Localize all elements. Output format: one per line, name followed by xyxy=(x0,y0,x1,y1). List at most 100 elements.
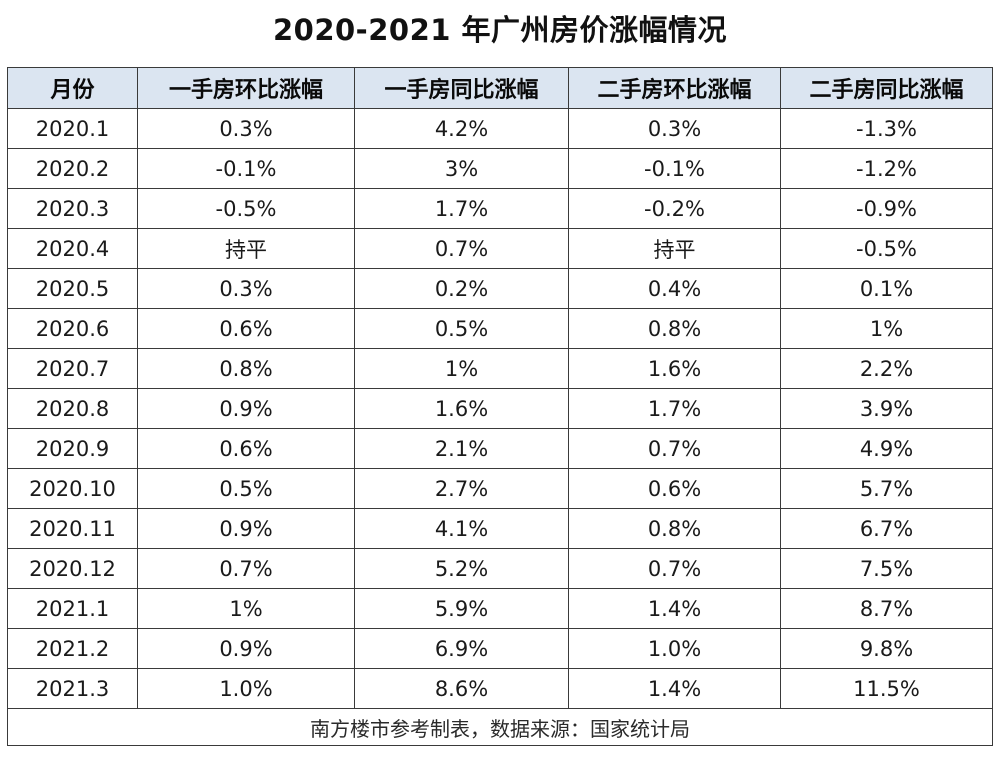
cell-month: 2020.12 xyxy=(7,548,138,589)
cell-month: 2020.11 xyxy=(7,508,138,549)
cell-new-home-mom: 0.5% xyxy=(137,468,355,509)
cell-new-home-yoy: 5.9% xyxy=(354,588,569,629)
cell-new-home-yoy: 8.6% xyxy=(354,668,569,709)
cell-new-home-yoy: 0.7% xyxy=(354,228,569,269)
column-header-month: 月份 xyxy=(7,67,138,109)
cell-resale-mom: 1.6% xyxy=(568,348,781,389)
cell-resale-mom: 0.8% xyxy=(568,508,781,549)
cell-new-home-mom: 0.7% xyxy=(137,548,355,589)
cell-resale-mom: 0.8% xyxy=(568,308,781,349)
cell-new-home-yoy: 5.2% xyxy=(354,548,569,589)
table-row: 2020.6 0.6% 0.5% 0.8% 1% xyxy=(7,308,993,349)
table-row: 2020.3 -0.5% 1.7% -0.2% -0.9% xyxy=(7,188,993,229)
table-row: 2021.2 0.9% 6.9% 1.0% 9.8% xyxy=(7,628,993,669)
table-row: 2021.1 1% 5.9% 1.4% 8.7% xyxy=(7,588,993,629)
cell-new-home-yoy: 6.9% xyxy=(354,628,569,669)
cell-resale-yoy: 7.5% xyxy=(780,548,993,589)
cell-new-home-mom: 1% xyxy=(137,588,355,629)
column-header-resale-mom: 二手房环比涨幅 xyxy=(568,67,781,109)
table-row: 2020.2 -0.1% 3% -0.1% -1.2% xyxy=(7,148,993,189)
cell-new-home-mom: 0.9% xyxy=(137,508,355,549)
source-note: 南方楼市参考制表，数据来源：国家统计局 xyxy=(7,708,993,746)
cell-resale-mom: 1.4% xyxy=(568,588,781,629)
cell-resale-mom: 0.7% xyxy=(568,428,781,469)
table-row: 2020.9 0.6% 2.1% 0.7% 4.9% xyxy=(7,428,993,469)
cell-month: 2020.6 xyxy=(7,308,138,349)
cell-new-home-mom: 0.3% xyxy=(137,108,355,149)
cell-new-home-mom: 0.6% xyxy=(137,428,355,469)
cell-month: 2020.10 xyxy=(7,468,138,509)
column-header-new-home-yoy: 一手房同比涨幅 xyxy=(354,67,569,109)
cell-new-home-mom: 0.6% xyxy=(137,308,355,349)
cell-resale-mom: -0.1% xyxy=(568,148,781,189)
cell-resale-yoy: 5.7% xyxy=(780,468,993,509)
table-body: 2020.1 0.3% 4.2% 0.3% -1.3% 2020.2 -0.1% 3% -0.1… xyxy=(7,108,993,709)
cell-resale-yoy: 8.7% xyxy=(780,588,993,629)
cell-resale-yoy: 4.9% xyxy=(780,428,993,469)
cell-new-home-yoy: 2.1% xyxy=(354,428,569,469)
cell-resale-yoy: -0.5% xyxy=(780,228,993,269)
cell-resale-yoy: 3.9% xyxy=(780,388,993,429)
cell-new-home-yoy: 0.2% xyxy=(354,268,569,309)
cell-new-home-mom: 0.9% xyxy=(137,388,355,429)
cell-resale-mom: 0.4% xyxy=(568,268,781,309)
column-header-new-home-mom: 一手房环比涨幅 xyxy=(137,67,355,109)
cell-month: 2020.5 xyxy=(7,268,138,309)
page-title: 2020-2021 年广州房价涨幅情况 xyxy=(272,13,728,47)
table-row: 2020.5 0.3% 0.2% 0.4% 0.1% xyxy=(7,268,993,309)
cell-new-home-yoy: 4.2% xyxy=(354,108,569,149)
table-row: 2020.10 0.5% 2.7% 0.6% 5.7% xyxy=(7,468,993,509)
cell-new-home-mom: -0.5% xyxy=(137,188,355,229)
cell-new-home-yoy: 3% xyxy=(354,148,569,189)
table-row: 2020.8 0.9% 1.6% 1.7% 3.9% xyxy=(7,388,993,429)
cell-month: 2021.1 xyxy=(7,588,138,629)
cell-resale-mom: 0.7% xyxy=(568,548,781,589)
cell-resale-mom: 0.3% xyxy=(568,108,781,149)
table-row: 2021.3 1.0% 8.6% 1.4% 11.5% xyxy=(7,668,993,709)
cell-new-home-mom: 0.9% xyxy=(137,628,355,669)
cell-new-home-mom: 0.3% xyxy=(137,268,355,309)
cell-resale-mom: 1.0% xyxy=(568,628,781,669)
cell-resale-mom: 1.7% xyxy=(568,388,781,429)
cell-resale-yoy: 0.1% xyxy=(780,268,993,309)
table-header-row: 月份 一手房环比涨幅 一手房同比涨幅 二手房环比涨幅 二手房同比涨幅 xyxy=(7,67,993,109)
cell-resale-mom: 持平 xyxy=(568,228,781,269)
cell-new-home-mom: 0.8% xyxy=(137,348,355,389)
footer-row: 南方楼市参考制表，数据来源：国家统计局 xyxy=(7,708,993,746)
cell-month: 2020.1 xyxy=(7,108,138,149)
cell-month: 2020.7 xyxy=(7,348,138,389)
cell-resale-mom: -0.2% xyxy=(568,188,781,229)
table-row: 2020.7 0.8% 1% 1.6% 2.2% xyxy=(7,348,993,389)
cell-resale-yoy: 1% xyxy=(780,308,993,349)
cell-resale-yoy: 2.2% xyxy=(780,348,993,389)
table-row: 2020.4 持平 0.7% 持平 -0.5% xyxy=(7,228,993,269)
table-row: 2020.1 0.3% 4.2% 0.3% -1.3% xyxy=(7,108,993,149)
cell-month: 2020.4 xyxy=(7,228,138,269)
table-row: 2020.12 0.7% 5.2% 0.7% 7.5% xyxy=(7,548,993,589)
cell-new-home-yoy: 0.5% xyxy=(354,308,569,349)
cell-new-home-mom: -0.1% xyxy=(137,148,355,189)
cell-resale-mom: 0.6% xyxy=(568,468,781,509)
cell-new-home-yoy: 1.7% xyxy=(354,188,569,229)
cell-resale-yoy: 11.5% xyxy=(780,668,993,709)
cell-month: 2020.8 xyxy=(7,388,138,429)
cell-month: 2020.9 xyxy=(7,428,138,469)
cell-new-home-mom: 持平 xyxy=(137,228,355,269)
cell-month: 2020.3 xyxy=(7,188,138,229)
table-row: 2020.11 0.9% 4.1% 0.8% 6.7% xyxy=(7,508,993,549)
cell-resale-yoy: 9.8% xyxy=(780,628,993,669)
cell-month: 2021.3 xyxy=(7,668,138,709)
cell-resale-yoy: -0.9% xyxy=(780,188,993,229)
cell-new-home-yoy: 1% xyxy=(354,348,569,389)
cell-new-home-mom: 1.0% xyxy=(137,668,355,709)
cell-month: 2020.2 xyxy=(7,148,138,189)
cell-new-home-yoy: 4.1% xyxy=(354,508,569,549)
cell-resale-mom: 1.4% xyxy=(568,668,781,709)
cell-new-home-yoy: 1.6% xyxy=(354,388,569,429)
cell-resale-yoy: -1.3% xyxy=(780,108,993,149)
cell-resale-yoy: 6.7% xyxy=(780,508,993,549)
column-header-resale-yoy: 二手房同比涨幅 xyxy=(780,67,993,109)
cell-month: 2021.2 xyxy=(7,628,138,669)
cell-new-home-yoy: 2.7% xyxy=(354,468,569,509)
cell-resale-yoy: -1.2% xyxy=(780,148,993,189)
